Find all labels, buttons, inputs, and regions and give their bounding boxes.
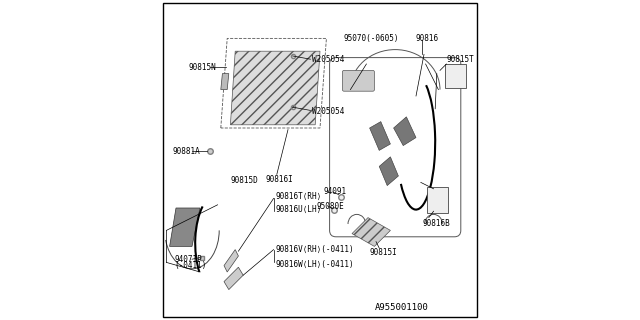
- Text: 90881A: 90881A: [173, 147, 200, 156]
- Text: (-0411): (-0411): [174, 261, 207, 270]
- Polygon shape: [230, 51, 320, 125]
- Text: 90816T⟨RH⟩: 90816T⟨RH⟩: [275, 192, 321, 201]
- Text: W205054: W205054: [312, 107, 344, 116]
- Text: 90816: 90816: [416, 34, 439, 43]
- Text: 90816W⟨LH⟩(-0411): 90816W⟨LH⟩(-0411): [275, 260, 354, 268]
- Polygon shape: [370, 122, 390, 150]
- Polygon shape: [352, 218, 390, 246]
- Text: 94071P: 94071P: [174, 255, 202, 264]
- Text: W205054: W205054: [312, 55, 344, 64]
- Text: 95070(-0605): 95070(-0605): [344, 34, 399, 43]
- Polygon shape: [224, 250, 239, 272]
- Text: 94091: 94091: [323, 188, 346, 196]
- Text: 90816U⟨LH⟩: 90816U⟨LH⟩: [275, 205, 321, 214]
- Polygon shape: [221, 74, 229, 90]
- Text: 90815T: 90815T: [447, 55, 474, 64]
- Text: 90816B: 90816B: [422, 220, 450, 228]
- Text: 95080E: 95080E: [317, 202, 344, 211]
- Polygon shape: [170, 208, 200, 246]
- Polygon shape: [224, 267, 243, 290]
- FancyBboxPatch shape: [428, 187, 448, 213]
- Text: A955001100: A955001100: [375, 303, 429, 312]
- Polygon shape: [380, 157, 398, 186]
- Text: 90816V⟨RH⟩(-0411): 90816V⟨RH⟩(-0411): [275, 245, 354, 254]
- Text: 90815N: 90815N: [189, 63, 216, 72]
- Polygon shape: [394, 117, 416, 146]
- Text: 90815I: 90815I: [370, 248, 397, 257]
- FancyBboxPatch shape: [342, 70, 374, 91]
- FancyBboxPatch shape: [445, 64, 466, 88]
- Text: 90815D: 90815D: [230, 176, 258, 185]
- Text: 90816I: 90816I: [266, 175, 293, 184]
